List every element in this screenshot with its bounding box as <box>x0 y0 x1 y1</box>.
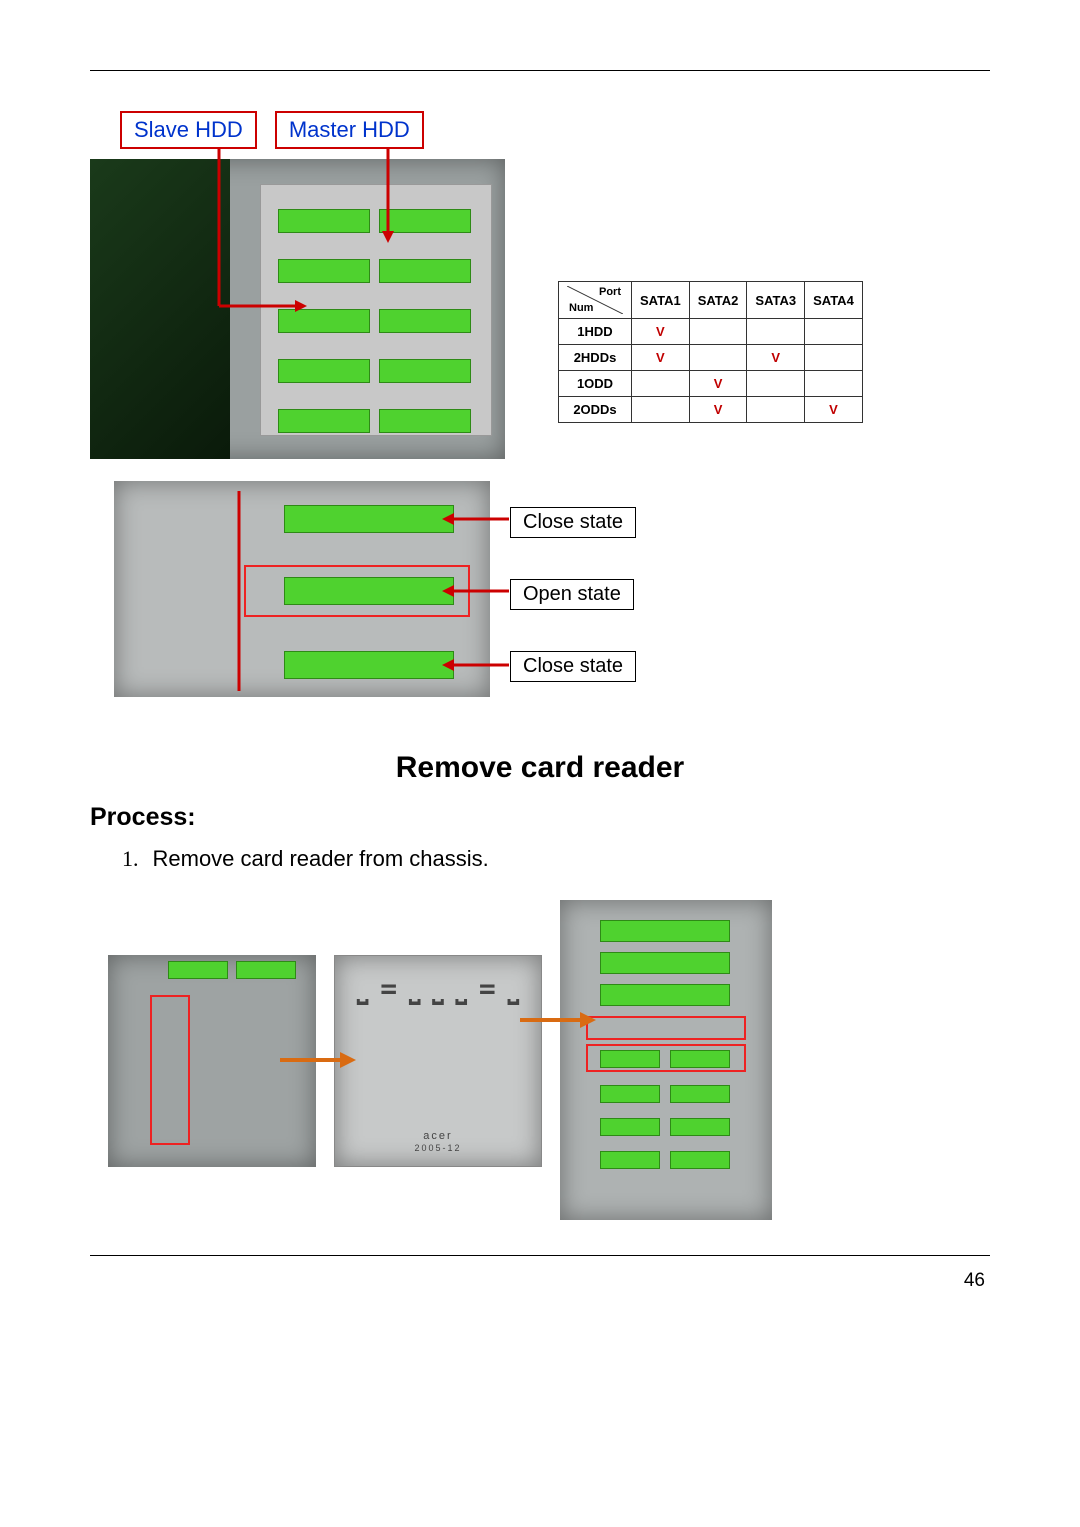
cell <box>805 345 863 371</box>
cell <box>632 371 690 397</box>
cell <box>805 319 863 345</box>
cell: V <box>632 319 690 345</box>
row-label: 1ODD <box>559 371 632 397</box>
flow-arrows-icon <box>90 900 790 1220</box>
corner-num: Num <box>569 302 593 314</box>
state-callout-arrows-icon <box>114 481 674 701</box>
table-row: 1HDD V <box>559 319 863 345</box>
col-header: SATA1 <box>632 282 690 319</box>
cell: V <box>805 397 863 423</box>
page-number: 46 <box>964 1270 985 1292</box>
table-row: 1ODD V <box>559 371 863 397</box>
callout-arrows-icon <box>90 111 510 471</box>
sata-port-table: Port Num SATA1 SATA2 SATA3 SATA4 1HDD V … <box>558 281 863 423</box>
rule-top <box>90 70 990 71</box>
table-row: 2HDDs V V <box>559 345 863 371</box>
cell: V <box>689 371 747 397</box>
step-number: 1. <box>122 846 139 871</box>
cell <box>632 397 690 423</box>
col-header: SATA2 <box>689 282 747 319</box>
step-text: Remove card reader from chassis. <box>153 846 489 871</box>
row-label: 1HDD <box>559 319 632 345</box>
rule-bottom <box>90 1255 990 1256</box>
col-header: SATA4 <box>805 282 863 319</box>
figure-remove-card-reader: ⎵=⎵⎵⎵=⎵ acer 2005-12 <box>90 900 990 1220</box>
row-label: 2HDDs <box>559 345 632 371</box>
cell <box>747 319 805 345</box>
col-header: SATA3 <box>747 282 805 319</box>
cell <box>747 371 805 397</box>
cell: V <box>747 345 805 371</box>
cell <box>747 397 805 423</box>
table-corner-cell: Port Num <box>559 282 632 319</box>
row-label: 2ODDs <box>559 397 632 423</box>
table-row: 2ODDs V V <box>559 397 863 423</box>
corner-port: Port <box>599 286 621 298</box>
cell <box>805 371 863 397</box>
step-1: 1. Remove card reader from chassis. <box>122 846 990 872</box>
cell <box>689 319 747 345</box>
heading-process: Process: <box>90 803 990 832</box>
figure-hdd-sata: Slave HDD Master HDD <box>90 111 990 731</box>
cell: V <box>632 345 690 371</box>
cell <box>689 345 747 371</box>
heading-remove-card-reader: Remove card reader <box>90 751 990 785</box>
cell: V <box>689 397 747 423</box>
